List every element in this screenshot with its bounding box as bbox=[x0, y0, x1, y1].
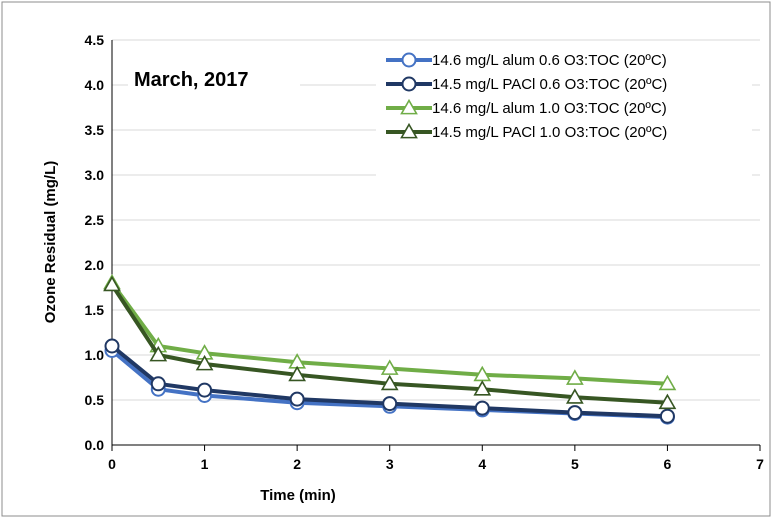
legend-item-2: 14.5 mg/L PACl 0.6 O3:TOC (20ºC) bbox=[386, 76, 667, 93]
y-tick-label: 2.5 bbox=[85, 212, 105, 228]
data-point bbox=[195, 354, 214, 371]
data-point bbox=[474, 400, 490, 416]
legend-label: 14.5 mg/L PACl 1.0 O3:TOC (20ºC) bbox=[432, 124, 667, 141]
legend-marker bbox=[400, 122, 418, 139]
data-point bbox=[197, 382, 213, 398]
legend-marker bbox=[401, 52, 417, 68]
y-tick-labels: 0.0 0.5 1.0 1.5 2.0 2.5 3.0 3.5 4.0 4.5 bbox=[85, 32, 105, 453]
data-point bbox=[104, 338, 120, 354]
series-3 bbox=[103, 273, 677, 391]
data-point bbox=[150, 376, 166, 392]
legend: 14.6 mg/L alum 0.6 O3:TOC (20ºC) 14.5 mg/… bbox=[386, 52, 667, 141]
legend-label: 14.6 mg/L alum 0.6 O3:TOC (20ºC) bbox=[432, 52, 667, 69]
data-point bbox=[567, 405, 583, 421]
legend-label: 14.5 mg/L PACl 0.6 O3:TOC (20ºC) bbox=[432, 76, 667, 93]
data-point bbox=[659, 408, 675, 424]
x-tick-label: 4 bbox=[478, 456, 486, 472]
y-tick-label: 4.5 bbox=[85, 32, 105, 48]
data-point bbox=[565, 388, 584, 404]
y-tick-label: 1.0 bbox=[85, 347, 105, 363]
y-axis-title: Ozone Residual (mg/L) bbox=[42, 161, 59, 324]
y-tick-label: 3.5 bbox=[85, 122, 105, 138]
series-2 bbox=[104, 338, 675, 424]
data-point bbox=[658, 374, 677, 391]
x-tick-label: 7 bbox=[756, 456, 764, 472]
data-point bbox=[288, 365, 307, 382]
x-tick-label: 6 bbox=[664, 456, 672, 472]
y-tick-label: 0.5 bbox=[85, 392, 105, 408]
data-point bbox=[380, 374, 399, 391]
data-point bbox=[658, 393, 677, 410]
series-line bbox=[110, 283, 668, 405]
x-tick-label: 0 bbox=[108, 456, 116, 472]
data-point bbox=[103, 275, 121, 292]
series-line bbox=[110, 344, 668, 419]
axes bbox=[111, 40, 761, 451]
y-tick-label: 0.0 bbox=[85, 437, 105, 453]
legend-marker bbox=[400, 98, 418, 115]
legend-background bbox=[376, 43, 752, 188]
legend-item-3: 14.6 mg/L alum 1.0 O3:TOC (20ºC) bbox=[386, 98, 667, 117]
legend-item-4: 14.5 mg/L PACl 1.0 O3:TOC (20ºC) bbox=[386, 122, 667, 141]
series-layer bbox=[103, 273, 677, 425]
x-tick-label: 3 bbox=[386, 456, 394, 472]
y-tick-label: 2.0 bbox=[85, 257, 105, 273]
x-tick-label: 2 bbox=[293, 456, 301, 472]
legend-item-1: 14.6 mg/L alum 0.6 O3:TOC (20ºC) bbox=[386, 52, 667, 69]
y-tick-label: 3.0 bbox=[85, 167, 105, 183]
data-point bbox=[382, 396, 398, 412]
chart-title-background bbox=[128, 60, 300, 98]
data-point bbox=[473, 380, 492, 396]
x-tick-label: 1 bbox=[201, 456, 209, 472]
x-tick-labels: 0 1 2 3 4 5 6 7 bbox=[108, 456, 764, 472]
chart-title: March, 2017 bbox=[134, 69, 249, 91]
data-point bbox=[289, 391, 305, 407]
data-point bbox=[565, 369, 584, 385]
data-point bbox=[380, 359, 399, 375]
series-4 bbox=[103, 275, 677, 410]
data-point bbox=[149, 345, 168, 362]
series-line bbox=[110, 281, 668, 386]
legend-label: 14.6 mg/L alum 1.0 O3:TOC (20ºC) bbox=[432, 100, 667, 117]
y-tick-label: 4.0 bbox=[85, 77, 105, 93]
x-axis-title: Time (min) bbox=[260, 487, 336, 504]
legend-marker bbox=[401, 76, 417, 92]
y-tick-label: 1.5 bbox=[85, 302, 105, 318]
x-tick-label: 5 bbox=[571, 456, 579, 472]
